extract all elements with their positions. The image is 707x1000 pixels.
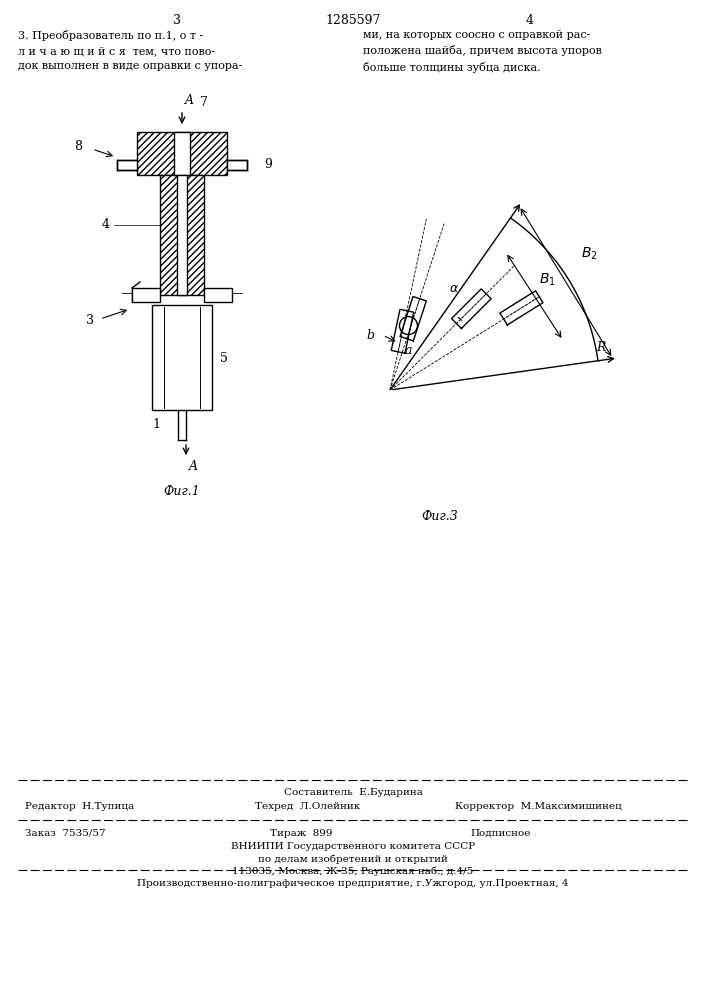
- Text: Составитель  Е.Бударина: Составитель Е.Бударина: [284, 788, 423, 797]
- Bar: [204, 288, 232, 302]
- Text: Подписное: Подписное: [470, 829, 530, 838]
- Text: Фиг.3: Фиг.3: [421, 510, 458, 523]
- Text: Фиг.1: Фиг.1: [163, 485, 200, 498]
- Text: b: b: [367, 329, 375, 342]
- Text: Заказ  7535/57: Заказ 7535/57: [25, 829, 105, 838]
- Text: $\it{B}_1$: $\it{B}_1$: [539, 272, 556, 288]
- Text: Тираж  899: Тираж 899: [270, 829, 332, 838]
- Text: A: A: [185, 94, 194, 107]
- Text: 4: 4: [102, 219, 110, 232]
- Text: Производственно-полиграфическое предприятие, г.Ужгород, ул.Проектная, 4: Производственно-полиграфическое предприя…: [137, 879, 568, 888]
- Text: 8: 8: [74, 140, 82, 153]
- Text: Редактор  Н.Тупица: Редактор Н.Тупица: [25, 802, 134, 811]
- Text: 7: 7: [200, 96, 208, 109]
- Text: R: R: [596, 341, 605, 354]
- Text: 9: 9: [264, 158, 272, 172]
- Text: 3. Преобразователь по п.1, о т -
л и ч а ю щ и й с я  тем, что пово-
док выполне: 3. Преобразователь по п.1, о т - л и ч а…: [18, 30, 243, 71]
- Bar: [160, 175, 204, 295]
- Text: ми, на которых соосно с оправкой рас-
положена шайба, причем высота упоров
больш: ми, на которых соосно с оправкой рас- по…: [363, 30, 602, 73]
- Bar: [132, 288, 160, 302]
- Text: Техред  Л.Олейник: Техред Л.Олейник: [255, 802, 361, 811]
- Text: 3: 3: [173, 14, 181, 27]
- Bar: [137, 132, 227, 175]
- Text: 113035, Москва, Ж-35, Раушская наб., д.4/5: 113035, Москва, Ж-35, Раушская наб., д.4…: [233, 866, 474, 876]
- Text: a: a: [404, 344, 411, 357]
- Text: 1: 1: [152, 418, 160, 432]
- Text: Корректор  М.Максимишинец: Корректор М.Максимишинец: [455, 802, 621, 811]
- Bar: [177, 175, 187, 295]
- Text: 1285597: 1285597: [325, 14, 380, 27]
- Bar: [117, 160, 137, 170]
- Text: по делам изобретений и открытий: по делам изобретений и открытий: [258, 854, 448, 863]
- Text: 3: 3: [86, 314, 94, 328]
- Text: ВНИИПИ Государственного комитета СССР: ВНИИПИ Государственного комитета СССР: [231, 842, 475, 851]
- Text: $\alpha$: $\alpha$: [449, 282, 459, 295]
- Bar: [160, 175, 204, 295]
- Bar: [152, 305, 212, 410]
- Text: $\it{B}_2$: $\it{B}_2$: [581, 246, 597, 262]
- Text: 4: 4: [526, 14, 534, 27]
- Text: A: A: [189, 460, 198, 473]
- Bar: [174, 132, 190, 175]
- Text: 5: 5: [220, 352, 228, 364]
- Bar: [137, 132, 227, 175]
- Bar: [227, 160, 247, 170]
